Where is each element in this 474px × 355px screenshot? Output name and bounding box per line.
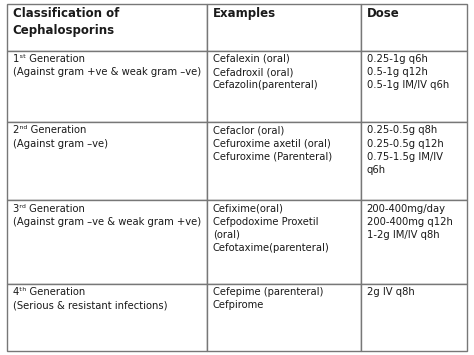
Text: 2ⁿᵈ Generation
(Against gram –ve): 2ⁿᵈ Generation (Against gram –ve) — [13, 125, 108, 148]
Bar — [207, 4, 361, 50]
Bar — [7, 200, 207, 284]
Text: 3ʳᵈ Generation
(Against gram –ve & weak gram +ve): 3ʳᵈ Generation (Against gram –ve & weak … — [13, 203, 201, 227]
Text: 0.25-1g q6h
0.5-1g q12h
0.5-1g IM/IV q6h: 0.25-1g q6h 0.5-1g q12h 0.5-1g IM/IV q6h — [367, 54, 449, 91]
Text: Classification of
Cephalosporins: Classification of Cephalosporins — [13, 7, 119, 37]
Bar — [361, 4, 467, 50]
Bar — [361, 200, 467, 284]
Bar — [7, 284, 207, 351]
Text: Cefixime(oral)
Cefpodoxime Proxetil
(oral)
Cefotaxime(parenteral): Cefixime(oral) Cefpodoxime Proxetil (ora… — [213, 203, 329, 253]
Text: Cefepime (parenteral)
Cefpirome: Cefepime (parenteral) Cefpirome — [213, 287, 323, 310]
Bar — [207, 284, 361, 351]
Bar — [207, 200, 361, 284]
Text: 4ᵗʰ Generation
(Serious & resistant infections): 4ᵗʰ Generation (Serious & resistant infe… — [13, 287, 167, 310]
Text: 1ˢᵗ Generation
(Against gram +ve & weak gram –ve): 1ˢᵗ Generation (Against gram +ve & weak … — [13, 54, 201, 77]
Text: 2g IV q8h: 2g IV q8h — [367, 287, 414, 297]
Bar — [7, 122, 207, 200]
Text: Cefalexin (oral)
Cefadroxil (oral)
Cefazolin(parenteral): Cefalexin (oral) Cefadroxil (oral) Cefaz… — [213, 54, 318, 91]
Text: Dose: Dose — [367, 7, 400, 20]
Bar — [207, 122, 361, 200]
Bar — [7, 4, 207, 50]
Text: 0.25-0.5g q8h
0.25-0.5g q12h
0.75-1.5g IM/IV
q6h: 0.25-0.5g q8h 0.25-0.5g q12h 0.75-1.5g I… — [367, 125, 443, 175]
Text: Cefaclor (oral)
Cefuroxime axetil (oral)
Cefuroxime (Parenteral): Cefaclor (oral) Cefuroxime axetil (oral)… — [213, 125, 332, 162]
Bar — [207, 50, 361, 122]
Bar — [7, 50, 207, 122]
Text: Examples: Examples — [213, 7, 276, 20]
Bar — [361, 50, 467, 122]
Bar — [361, 122, 467, 200]
Bar — [361, 284, 467, 351]
Text: 200-400mg/day
200-400mg q12h
1-2g IM/IV q8h: 200-400mg/day 200-400mg q12h 1-2g IM/IV … — [367, 203, 453, 240]
